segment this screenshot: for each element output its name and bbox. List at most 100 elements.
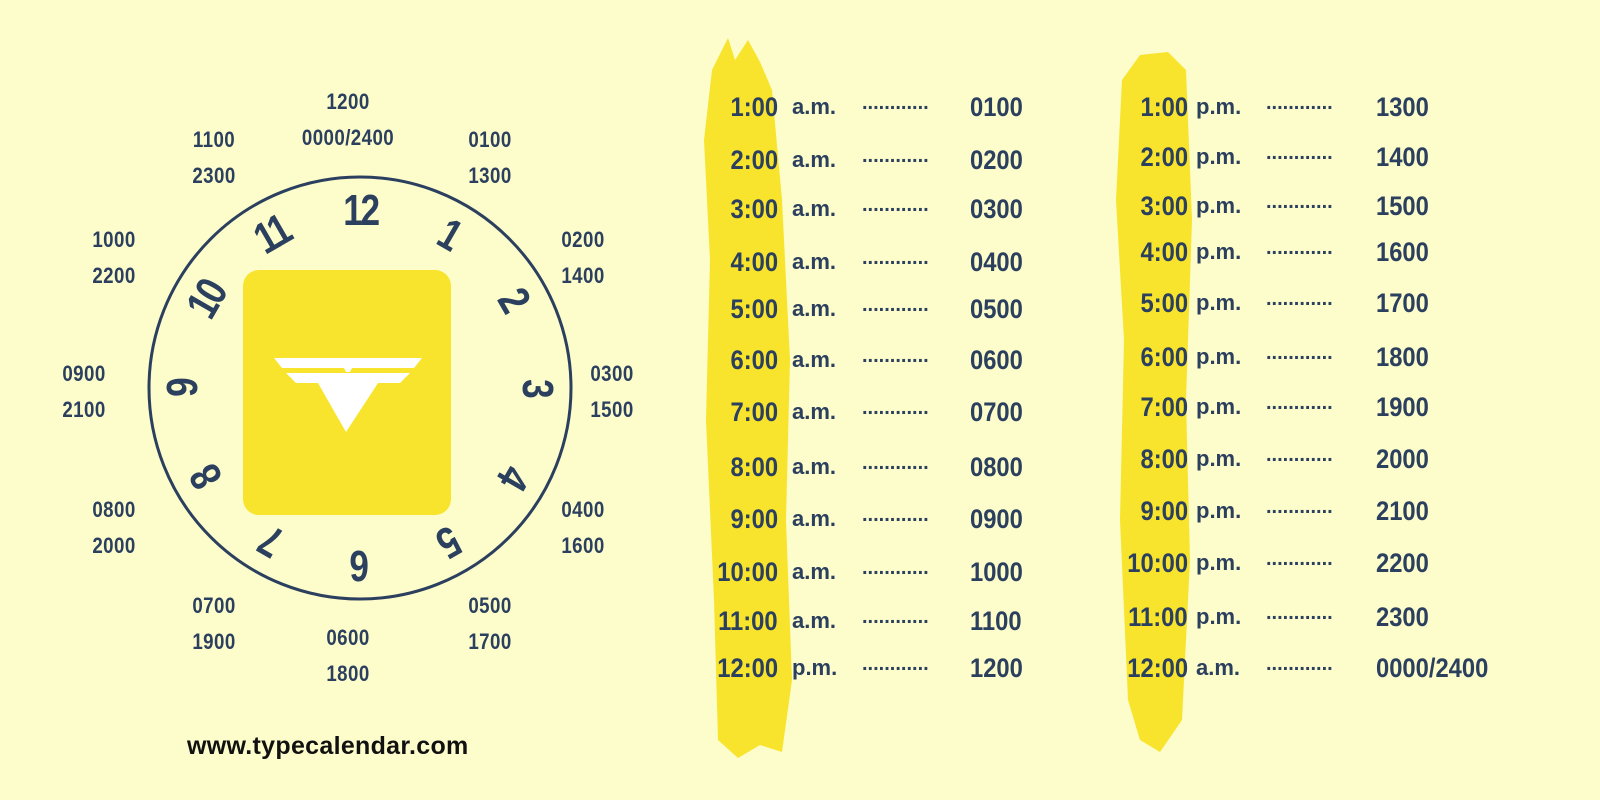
time-conversion-row: 12:00 p.m............. 1200 [0, 648, 1600, 688]
standard-time: 4:00 [730, 247, 778, 277]
time-conversion-row: 3:00 a.m............. 0300 [0, 189, 1600, 229]
clock-label-h12: 0500 [468, 593, 512, 618]
clock-label-h12: 1100 [192, 127, 236, 152]
clock-label-h24: 2100 [62, 397, 106, 422]
standard-time: 10:00 [717, 557, 778, 587]
clock-label-h24: 1400 [561, 263, 605, 288]
clock-label-h24: 1500 [590, 397, 634, 422]
military-time: 0600 [970, 345, 1023, 375]
am-pm-label: p.m. [1196, 290, 1242, 315]
standard-time: 10:00 [1127, 548, 1188, 578]
dot-leader: ............ [862, 247, 929, 269]
dot-leader: ............ [862, 345, 929, 367]
standard-time: 3:00 [1140, 191, 1188, 221]
website-url: www.typecalendar.com [187, 732, 469, 760]
standard-time: 4:00 [1140, 237, 1188, 267]
clock-label-h24: 1600 [561, 533, 605, 558]
military-time: 0100 [970, 92, 1023, 122]
time-conversion-row: 1:00 p.m............. 1300 [0, 87, 1600, 127]
time-conversion-row: 9:00 p.m............. 2100 [0, 491, 1600, 531]
dot-leader: ............ [862, 557, 929, 579]
clock-label-h24: 0000/2400 [301, 125, 395, 150]
standard-time: 12:00 [717, 653, 778, 683]
clock-label-h12: 0300 [590, 361, 634, 386]
time-conversion-row: 6:00 a.m............. 0600 [0, 340, 1600, 380]
am-pm-label: p.m. [1196, 239, 1242, 264]
dot-leader: ............ [1266, 602, 1333, 624]
am-pm-label: p.m. [792, 655, 838, 680]
clock-label-h12: 0800 [92, 497, 136, 522]
military-time: 0500 [970, 294, 1023, 324]
dot-leader: ............ [1266, 548, 1333, 570]
dot-leader: ............ [862, 452, 929, 474]
standard-time: 11:00 [718, 606, 778, 636]
standard-time: 6:00 [730, 345, 778, 375]
clock-hour-label: 0100 1300 [443, 122, 537, 194]
am-pm-label: p.m. [1196, 144, 1242, 169]
dot-leader: ............ [862, 194, 929, 216]
clock-hour-label: 0500 1700 [443, 588, 537, 660]
time-conversion-row: 5:00 p.m............. 1700 [0, 283, 1600, 323]
time-conversion-row: 12:00 a.m............. 0000/2400 [0, 648, 1600, 688]
military-time: 0700 [970, 397, 1023, 427]
time-conversion-row: 2:00 p.m............. 1400 [0, 137, 1600, 177]
standard-time: 8:00 [1140, 444, 1188, 474]
time-conversion-row: 7:00 a.m............. 0700 [0, 392, 1600, 432]
military-time: 1000 [970, 557, 1023, 587]
military-time: 0200 [970, 145, 1023, 175]
standard-time: 5:00 [730, 294, 778, 324]
time-conversion-row: 1:00 a.m............. 0100 [0, 87, 1600, 127]
standard-time: 9:00 [730, 504, 778, 534]
dot-leader: ............ [1266, 653, 1333, 675]
dot-leader: ............ [862, 145, 929, 167]
dot-leader: ............ [862, 397, 929, 419]
clock-hour-label: 0800 2000 [67, 492, 161, 564]
clock-hour-label: 1200 0000/2400 [301, 84, 395, 156]
military-time: 1900 [1376, 392, 1429, 422]
clock-hour-label: 0900 2100 [37, 356, 131, 428]
clock-hour-label: 0400 1600 [536, 492, 630, 564]
am-pm-label: p.m. [1196, 498, 1242, 523]
standard-time: 5:00 [1140, 288, 1188, 318]
clock-hour-label: 0200 1400 [536, 222, 630, 294]
military-time: 1100 [970, 606, 1022, 636]
clock-label-h12: 0200 [561, 227, 605, 252]
dot-leader: ............ [1266, 92, 1333, 114]
dot-leader: ............ [1266, 191, 1333, 213]
dot-leader: ............ [1266, 444, 1333, 466]
dot-leader: ............ [1266, 342, 1333, 364]
military-time: 2100 [1376, 496, 1429, 526]
military-time: 1400 [1376, 142, 1429, 172]
military-time: 2000 [1376, 444, 1429, 474]
time-conversion-row: 6:00 p.m............. 1800 [0, 337, 1600, 377]
clock-label-h12: 1000 [92, 227, 136, 252]
time-conversion-row: 11:00 a.m............. 1100 [0, 601, 1600, 641]
standard-time: 9:00 [1140, 496, 1188, 526]
typecalendar-v-logo-icon [274, 358, 422, 432]
clock-hour-label: 0300 1500 [565, 356, 659, 428]
clock-face-circle [147, 175, 573, 601]
clock-label-h12: 0100 [468, 127, 512, 152]
military-time: 0400 [970, 247, 1023, 277]
time-conversion-row: 10:00 p.m............. 2200 [0, 543, 1600, 583]
military-time: 1300 [1376, 92, 1429, 122]
am-pm-label: p.m. [1196, 193, 1242, 218]
am-pm-label: a.m. [792, 94, 837, 119]
military-time: 1200 [970, 653, 1023, 683]
military-time: 1700 [1376, 288, 1429, 318]
time-conversion-row: 8:00 p.m............. 2000 [0, 439, 1600, 479]
am-pm-label: a.m. [792, 296, 837, 321]
clock-hour-label: 1000 2200 [67, 222, 161, 294]
am-pm-label: p.m. [1196, 94, 1242, 119]
military-time: 1800 [1376, 342, 1429, 372]
time-conversion-row: 3:00 p.m............. 1500 [0, 186, 1600, 226]
time-conversion-row: 4:00 a.m............. 0400 [0, 242, 1600, 282]
time-conversion-row: 2:00 a.m............. 0200 [0, 140, 1600, 180]
standard-time: 2:00 [730, 145, 778, 175]
clock-hour-label: 1100 2300 [167, 122, 261, 194]
clock-label-h24: 1700 [468, 629, 512, 654]
standard-time: 7:00 [1140, 392, 1188, 422]
dot-leader: ............ [862, 92, 929, 114]
am-pm-label: a.m. [792, 196, 837, 221]
clock-label-h12: 0400 [561, 497, 605, 522]
